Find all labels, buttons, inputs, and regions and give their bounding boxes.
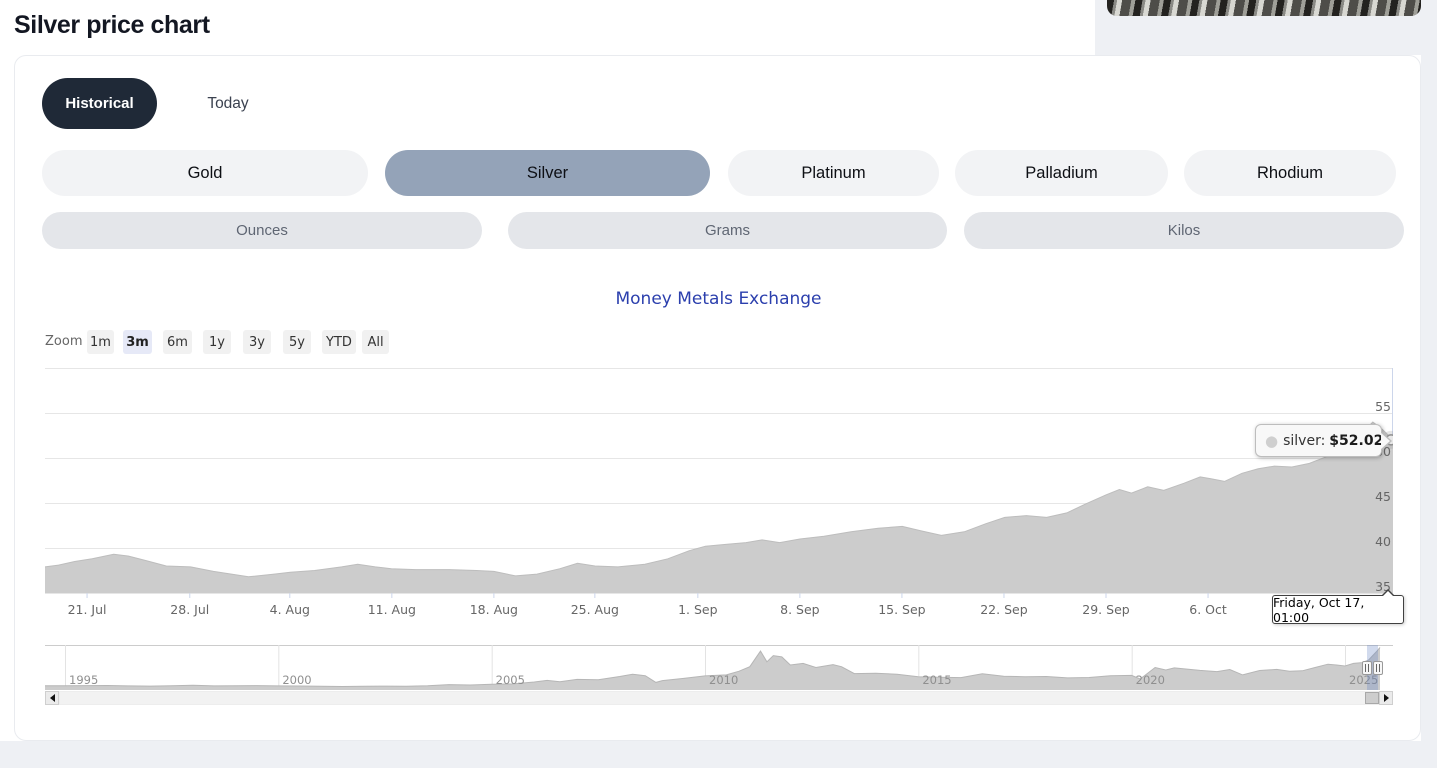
x-axis-label: 21. Jul	[67, 602, 107, 617]
zoom-button-1y[interactable]: 1y	[203, 330, 231, 354]
x-axis-label: 1. Sep	[678, 602, 718, 617]
zoom-button-3y[interactable]: 3y	[243, 330, 271, 354]
y-axis-label: 55	[1375, 399, 1391, 414]
navigator-year-label: 2000	[282, 673, 312, 687]
navigator-handle-right[interactable]	[1373, 661, 1383, 675]
x-axis-label: 15. Sep	[878, 602, 926, 617]
unit-tab-grams[interactable]: Grams	[508, 212, 947, 249]
navigator-handle-left[interactable]	[1362, 661, 1372, 675]
x-axis-label: 8. Sep	[780, 602, 820, 617]
silver-series-line	[45, 421, 1393, 578]
navigator-selection[interactable]	[1367, 645, 1378, 690]
x-axis-label: 11. Aug	[367, 602, 416, 617]
page-title: Silver price chart	[14, 11, 210, 39]
zoom-button-ytd[interactable]: YTD	[322, 330, 356, 354]
scroll-left-arrow-icon	[49, 694, 55, 702]
x-axis-label: 22. Sep	[980, 602, 1028, 617]
x-axis-label: 25. Aug	[570, 602, 619, 617]
navigator-chart[interactable]	[45, 645, 1393, 690]
y-axis-label: 45	[1375, 489, 1391, 504]
zoom-button-1m[interactable]: 1m	[87, 330, 114, 354]
x-axis-label: 29. Sep	[1082, 602, 1130, 617]
zoom-button-6m[interactable]: 6m	[163, 330, 192, 354]
scrollbar-right-button[interactable]	[1379, 691, 1393, 705]
metal-tab-silver[interactable]: Silver	[385, 150, 710, 196]
zoom-label: Zoom	[45, 334, 83, 349]
navigator-series-area	[45, 647, 1380, 690]
tooltip-series-name: silver:	[1283, 432, 1326, 449]
scrollbar-track[interactable]	[59, 691, 1379, 705]
silver-bars-header-image	[1107, 0, 1421, 16]
metal-tab-rhodium[interactable]: Rhodium	[1184, 150, 1396, 196]
zoom-button-5y[interactable]: 5y	[283, 330, 311, 354]
unit-tab-kilos[interactable]: Kilos	[964, 212, 1404, 249]
zoom-button-3m[interactable]: 3m	[123, 330, 152, 354]
tooltip-series-bullet-icon: ●	[1265, 431, 1279, 450]
scrollbar-thumb[interactable]	[1365, 692, 1379, 704]
main-chart-plot[interactable]	[45, 368, 1393, 599]
navigator-year-label: 2005	[495, 673, 525, 687]
series-tooltip: ● silver: $52.02	[1255, 424, 1392, 457]
page-background-right	[1421, 0, 1437, 768]
navigator-year-label: 2025	[1349, 673, 1379, 687]
zoom-button-all[interactable]: All	[362, 330, 389, 354]
page-background-bottom	[0, 741, 1437, 768]
chart-title-link[interactable]: Money Metals Exchange	[615, 289, 822, 309]
tab-today[interactable]: Today	[184, 78, 272, 129]
unit-tab-ounces[interactable]: Ounces	[42, 212, 482, 249]
metal-tab-palladium[interactable]: Palladium	[955, 150, 1168, 196]
navigator-year-label: 2015	[922, 673, 952, 687]
navigator-series-line	[45, 647, 1381, 688]
tooltip-series-value: $52.02	[1329, 432, 1384, 449]
tab-historical[interactable]: Historical	[42, 78, 157, 129]
navigator-year-label: 2020	[1135, 673, 1165, 687]
metal-tab-platinum[interactable]: Platinum	[728, 150, 939, 196]
y-axis-label: 40	[1375, 534, 1391, 549]
x-axis-label: 18. Aug	[469, 602, 518, 617]
x-axis-label: 28. Jul	[170, 602, 210, 617]
scroll-right-arrow-icon	[1383, 694, 1389, 702]
navigator-year-label: 2010	[709, 673, 739, 687]
x-axis-tooltip: Friday, Oct 17, 01:00	[1272, 589, 1404, 625]
scrollbar-left-button[interactable]	[45, 691, 59, 705]
x-axis-label: 4. Aug	[269, 602, 310, 617]
metal-tab-gold[interactable]: Gold	[42, 150, 368, 196]
silver-series-area	[45, 422, 1393, 593]
x-axis-label: 6. Oct	[1189, 602, 1227, 617]
navigator-year-label: 1995	[69, 673, 99, 687]
